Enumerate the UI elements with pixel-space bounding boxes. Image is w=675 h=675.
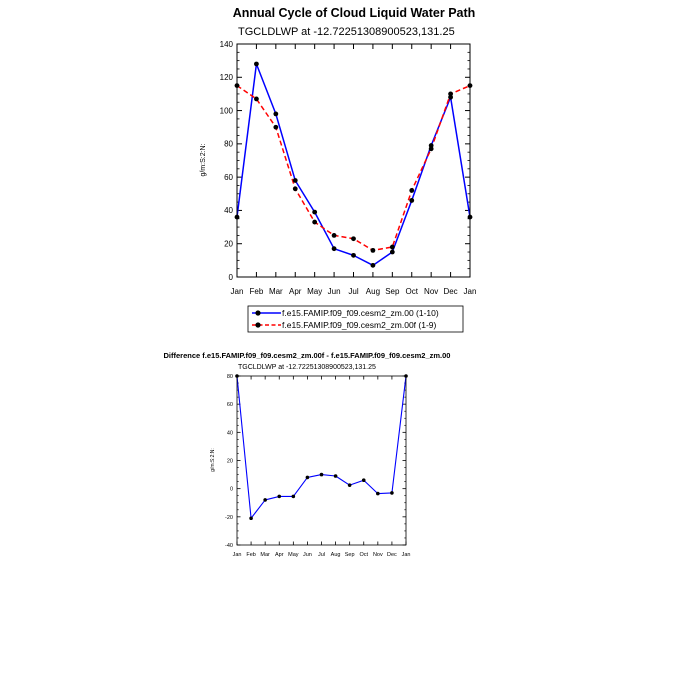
y-tick-label: 0 — [229, 273, 234, 282]
series-1-point — [273, 111, 279, 117]
x-tick-label: May — [307, 287, 322, 296]
legend-marker-series-1 — [255, 310, 261, 316]
series-1-point — [319, 472, 324, 477]
series-2-point — [331, 232, 337, 238]
chart-difference: Difference f.e15.FAMIP.f09_f09.cesm2_zm.… — [164, 351, 451, 558]
series-2-point — [448, 91, 453, 97]
series-1-point — [389, 249, 395, 255]
series-2-point — [351, 236, 356, 242]
chart1-title: Annual Cycle of Cloud Liquid Water Path — [233, 6, 476, 20]
series-2-point — [389, 244, 395, 250]
y-tick-label: 40 — [224, 206, 233, 215]
x-tick-label: Feb — [250, 287, 264, 296]
series-1-point — [390, 491, 394, 495]
chart2-subtitle: TGCLDLWP at -12.72251308900523,131.25 — [238, 364, 376, 371]
x-tick-label: Aug — [366, 287, 380, 296]
series-1-point — [347, 483, 352, 487]
chart1-axes: Jan Feb Mar Apr May Jun Jul Aug Sep Oct Nov Dec Jan 0… — [220, 40, 477, 296]
chart1-plot — [234, 61, 473, 268]
series-1-point — [305, 475, 310, 480]
series-1-point — [428, 143, 434, 148]
series-2-point — [370, 247, 376, 253]
x-tick-label: Jan — [464, 287, 477, 296]
x-tick-label: Jan — [233, 552, 242, 558]
x-tick-label: Nov — [424, 287, 438, 296]
series-2-point — [312, 219, 318, 225]
x-tick-label: May — [288, 552, 299, 558]
y-tick-label: 20 — [227, 458, 233, 464]
chart1-legend: f.e15.FAMIP.f09_f09.cesm2_zm.00 (1-10) f… — [247, 305, 464, 333]
x-tick-label: Apr — [289, 287, 302, 296]
series-1-point — [376, 491, 380, 496]
chart-annual-cycle: Annual Cycle of Cloud Liquid Water Path … — [200, 6, 477, 333]
chart1-subtitle: TGCLDLWP at -12.72251308900523,131.25 — [238, 26, 455, 38]
series-1-point — [333, 474, 338, 478]
series-1-point — [292, 178, 298, 183]
chart1-ylabel: g/m:S:2:N: — [200, 143, 207, 176]
series-1-point — [370, 262, 376, 268]
x-tick-label: Dec — [387, 552, 397, 558]
y-tick-label: 100 — [220, 106, 234, 115]
series-2-point — [292, 186, 298, 192]
y-tick-label: 120 — [220, 73, 234, 82]
x-tick-label: Sep — [345, 552, 355, 558]
series-1-point — [277, 494, 282, 499]
legend-label-series-1: f.e15.FAMIP.f09_f09.cesm2_zm.00 (1-10) — [282, 308, 439, 318]
series-1-point — [448, 94, 453, 100]
y-tick-label: 40 — [227, 430, 233, 436]
y-tick-label: 80 — [224, 140, 233, 149]
x-tick-label: Jun — [303, 552, 312, 558]
series-2-point — [409, 188, 415, 193]
chart2-frame — [236, 375, 407, 546]
x-tick-label: Dec — [443, 287, 457, 296]
series-1-point — [331, 246, 337, 252]
x-tick-label: Jun — [328, 287, 341, 296]
x-tick-label: Oct — [406, 287, 419, 296]
y-tick-label: 140 — [220, 40, 234, 49]
chart1-frame — [236, 43, 471, 278]
x-tick-label: Mar — [260, 552, 270, 558]
y-tick-label: 20 — [224, 240, 233, 249]
series-1-point — [361, 478, 366, 483]
x-tick-label: Aug — [331, 552, 341, 558]
series-1-point — [312, 209, 318, 215]
series-1-point — [409, 198, 415, 203]
series-1-point — [249, 516, 253, 521]
x-tick-label: Mar — [269, 287, 283, 296]
y-tick-label: 60 — [224, 173, 233, 182]
series-2-point — [273, 124, 279, 130]
x-tick-label: Jan — [231, 287, 244, 296]
y-tick-label: -40 — [225, 543, 233, 549]
series-1-point — [254, 61, 259, 67]
y-tick-label: 80 — [227, 374, 233, 380]
y-tick-label: -20 — [225, 515, 233, 521]
x-tick-label: Jul — [348, 287, 358, 296]
series-1-point — [291, 494, 296, 499]
x-tick-label: Jul — [318, 552, 325, 558]
x-tick-label: Apr — [275, 552, 284, 558]
series-1-point — [351, 252, 356, 258]
chart2-ylabel: g/m:S:2:N: — [210, 448, 216, 472]
y-tick-label: 0 — [230, 487, 233, 493]
series-1-point — [263, 498, 267, 502]
series-2-point — [254, 96, 259, 102]
legend-marker-series-2 — [255, 322, 261, 328]
legend-label-series-2: f.e15.FAMIP.f09_f09.cesm2_zm.00f (1-9) — [282, 320, 437, 330]
chart2-axes: Jan Feb Mar Apr May Jun Jul Aug Sep Oct Nov Dec Jan-… — [225, 374, 410, 558]
legend-box — [247, 305, 464, 333]
x-tick-label: Oct — [359, 552, 368, 558]
y-tick-label: 60 — [227, 402, 233, 408]
chart2-title: Difference f.e15.FAMIP.f09_f09.cesm2_zm.… — [164, 351, 451, 360]
x-tick-label: Nov — [373, 552, 383, 558]
x-tick-label: Feb — [246, 552, 255, 558]
x-tick-label: Jan — [402, 552, 411, 558]
x-tick-label: Sep — [385, 287, 400, 296]
series-2-point — [428, 146, 434, 152]
chart2-plot — [235, 374, 408, 521]
